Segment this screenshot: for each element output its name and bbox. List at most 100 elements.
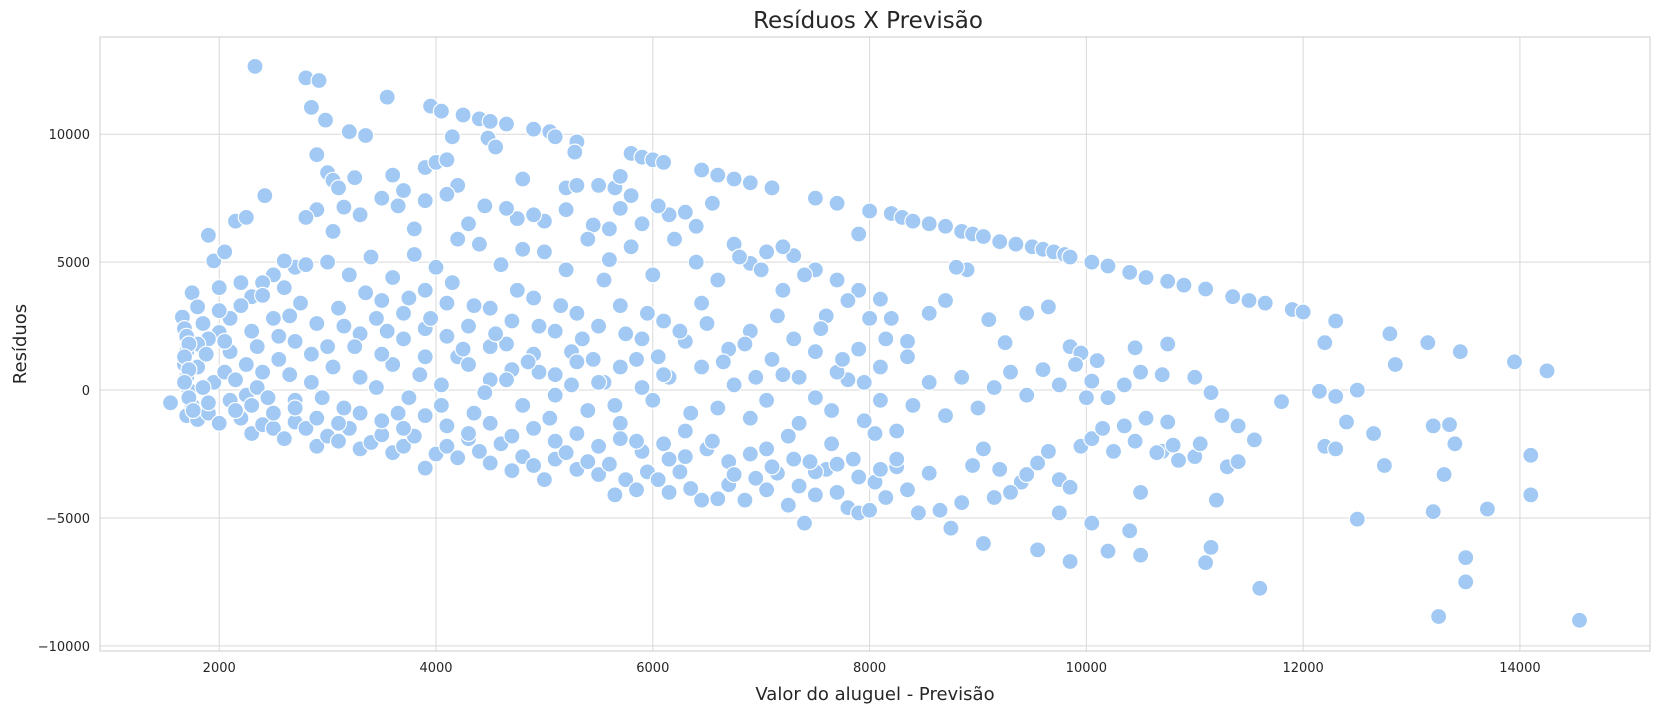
scatter-point — [297, 208, 315, 226]
scatter-point — [1240, 291, 1258, 310]
scatter-point — [974, 534, 993, 553]
scatter-point — [936, 217, 955, 235]
scatter-point — [1126, 339, 1144, 357]
scatter-point — [1001, 363, 1020, 381]
scatter-point — [340, 266, 358, 284]
scatter-point — [329, 432, 348, 450]
scatter-point — [503, 462, 521, 480]
scatter-point — [438, 327, 456, 345]
scatter-point — [275, 430, 293, 448]
scatter-point — [611, 430, 629, 448]
scatter-point — [346, 338, 364, 356]
scatter-point — [541, 409, 559, 427]
scatter-point — [779, 427, 797, 445]
scatter-point — [1164, 436, 1182, 454]
scatter-point — [1115, 376, 1133, 394]
scatter-point — [638, 304, 657, 322]
scatter-point — [806, 389, 825, 407]
scatter-point — [1093, 419, 1112, 437]
scatter-point — [703, 194, 722, 212]
scatter-point — [281, 366, 299, 384]
scatter-point — [1121, 522, 1139, 540]
scatter-point — [579, 230, 597, 248]
scatter-point — [627, 432, 646, 450]
scatter-point — [373, 189, 391, 207]
scatter-point — [866, 424, 884, 443]
scatter-point — [1202, 538, 1220, 557]
scatter-point — [1061, 248, 1079, 266]
scatter-point — [1570, 611, 1589, 629]
scatter-point — [627, 481, 646, 499]
x-tick-label: 4000 — [419, 661, 452, 676]
scatter-point — [427, 258, 445, 276]
scatter-point — [1419, 334, 1437, 352]
scatter-point — [1229, 417, 1247, 435]
scatter-point — [595, 271, 613, 289]
scatter-point — [898, 348, 917, 366]
scatter-point — [1196, 554, 1215, 572]
scatter-point — [644, 391, 662, 409]
scatter-point — [329, 299, 348, 317]
scatter-point — [535, 243, 554, 261]
scatter-point — [291, 294, 310, 312]
scatter-point — [1348, 381, 1366, 399]
scatter-point — [991, 460, 1009, 478]
scatter-point — [422, 309, 440, 327]
scatter-point — [1348, 510, 1366, 528]
scatter-point — [514, 396, 532, 414]
scatter-point — [210, 414, 228, 432]
scatter-point — [963, 456, 982, 475]
x-tick-label: 2000 — [203, 661, 236, 676]
scatter-point — [682, 479, 700, 498]
scatter-point — [790, 414, 808, 432]
scatter-point — [394, 437, 413, 455]
scatter-point — [1191, 435, 1209, 453]
scatter-point — [611, 414, 629, 432]
scatter-point — [335, 317, 353, 335]
scatter-point — [654, 435, 673, 453]
scatter-point — [1159, 413, 1177, 431]
scatter-point — [898, 481, 917, 499]
scatter-point — [682, 404, 700, 422]
scatter-point — [237, 355, 255, 374]
scatter-point — [373, 412, 391, 430]
scatter-point — [725, 465, 743, 484]
scatter-point — [1505, 353, 1524, 371]
scatter-point — [589, 373, 608, 391]
scatter-point — [633, 215, 651, 233]
scatter-point — [850, 468, 868, 486]
scatter-point — [175, 373, 194, 391]
scatter-point — [254, 286, 272, 304]
scatter-point — [1327, 440, 1345, 458]
scatter-point — [974, 440, 993, 458]
scatter-point — [481, 299, 499, 317]
scatter-point — [254, 363, 272, 381]
scatter-point — [546, 432, 564, 450]
scatter-point — [600, 251, 619, 269]
scatter-point — [703, 432, 722, 450]
scatter-point — [264, 309, 282, 327]
scatter-point — [1066, 355, 1085, 374]
scatter-point — [411, 366, 429, 384]
scatter-point — [226, 371, 245, 389]
scatter-point — [850, 340, 868, 358]
tick-labels: 2000 4000 6000 8000 10000 12000 14000 −10000 −50… — [38, 128, 1541, 676]
scatter-point — [828, 483, 846, 501]
scatter-point — [692, 358, 711, 376]
scatter-point — [1018, 465, 1036, 484]
scatter-point — [199, 226, 217, 244]
scatter-point — [871, 358, 890, 376]
scatter-point — [790, 368, 808, 386]
y-axis-label: Resíduos — [10, 304, 31, 384]
scatter-point — [1061, 552, 1079, 571]
scatter-point — [1083, 253, 1101, 271]
scatter-point — [627, 350, 646, 368]
scatter-point — [1126, 432, 1144, 450]
scatter-point — [246, 57, 264, 76]
scatter-point — [308, 437, 326, 455]
scatter-point — [757, 481, 776, 499]
scatter-point — [530, 363, 548, 381]
scatter-point — [768, 307, 787, 325]
